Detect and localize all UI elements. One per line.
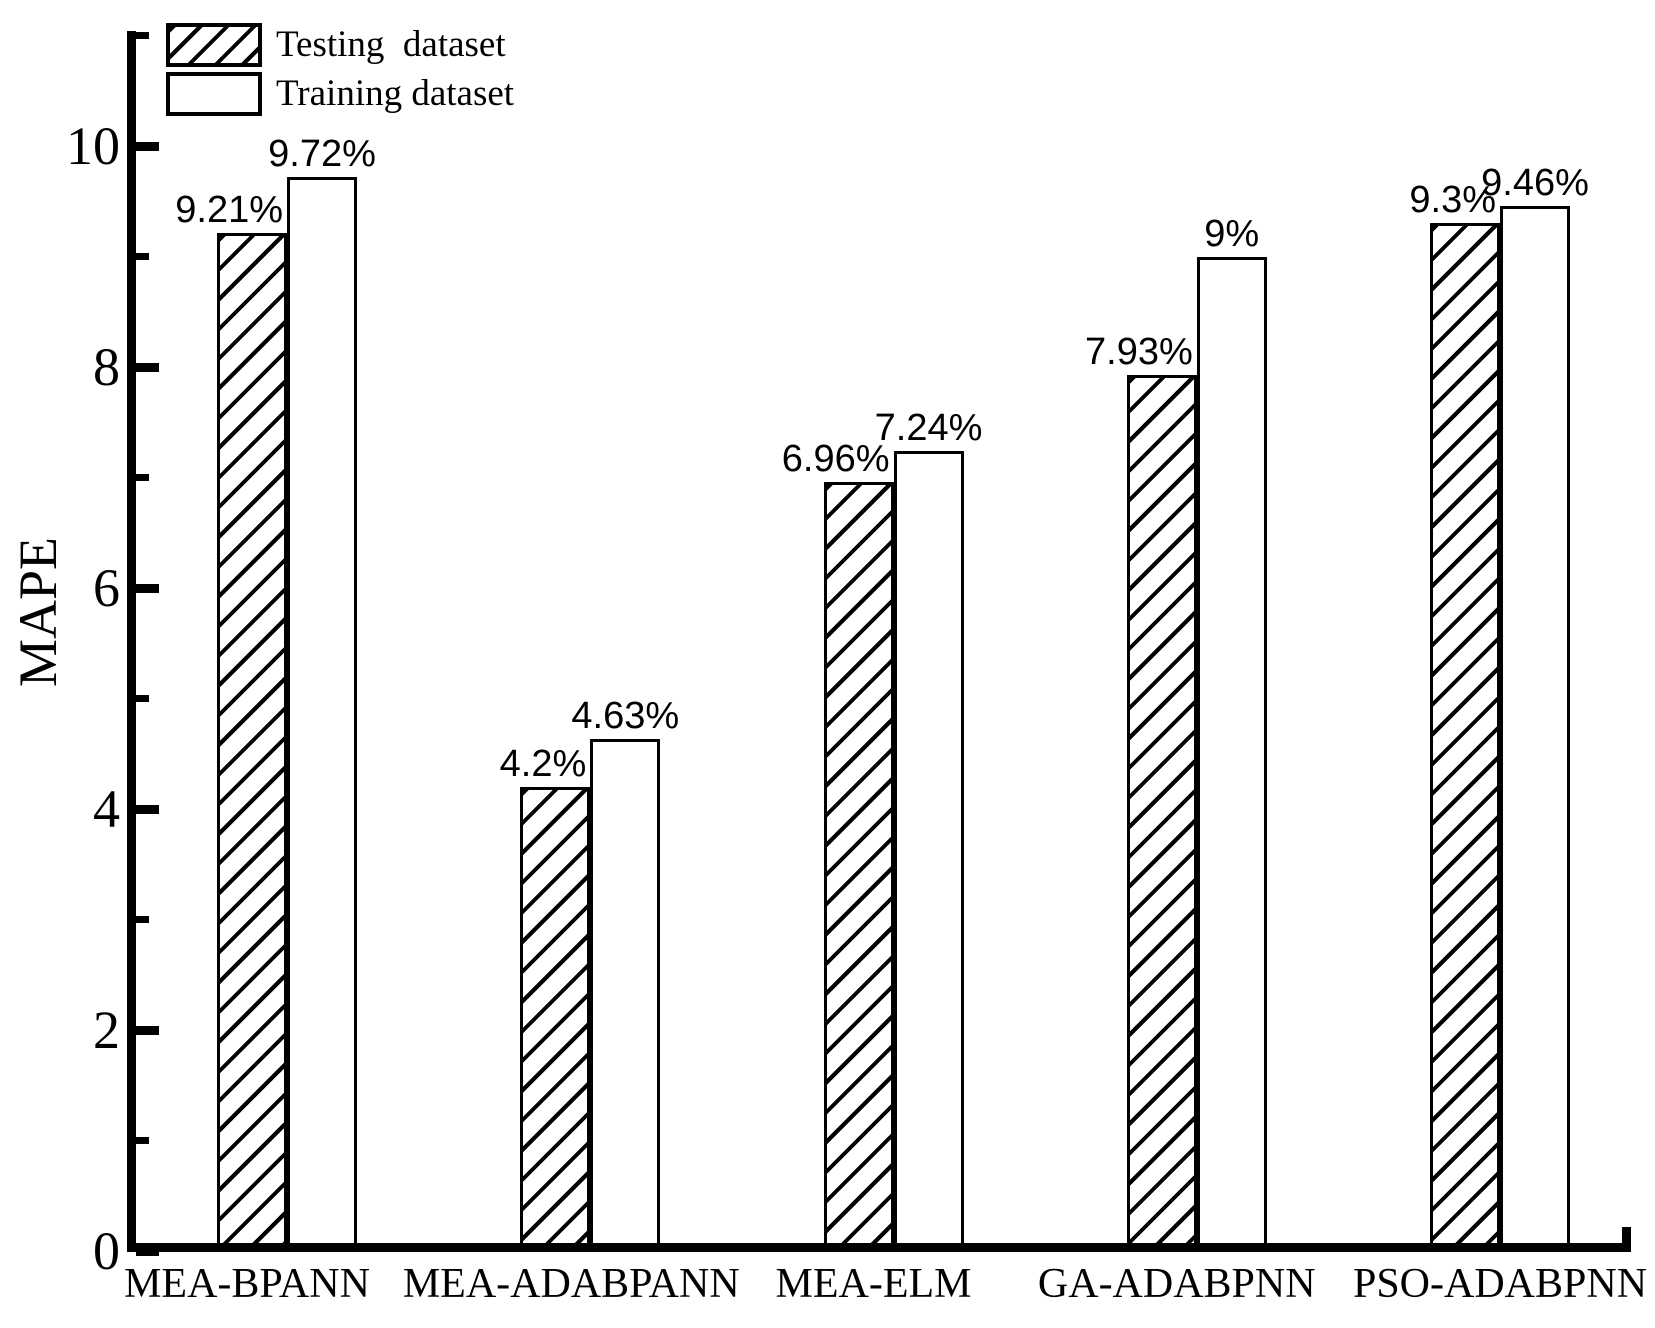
x-category-label-pso-adabpnn: PSO-ADABPNN [1352, 1261, 1648, 1307]
legend-label-training: Training dataset [276, 73, 515, 114]
bar-testing-mea-adabpann [520, 787, 591, 1247]
bar-value-label-testing: 9.21% [175, 189, 283, 231]
x-category-label-mea-elm: MEA-ELM [775, 1261, 972, 1307]
bar-value-label-training: 7.24% [874, 407, 983, 449]
y-major-tick [136, 141, 159, 151]
bar-training-ga-adabpnn [1196, 257, 1267, 1247]
x-category-label-mea-bpann: MEA-BPANN [124, 1261, 370, 1307]
bar-testing-mea-elm [823, 482, 894, 1247]
x-category-label-ga-adabpnn: GA-ADABPNN [1037, 1261, 1316, 1307]
bar-value-label-training: 9.72% [268, 133, 376, 175]
y-major-tick [136, 1025, 159, 1035]
legend-item-testing: Testing dataset [166, 23, 514, 67]
legend-swatch-training-plain [166, 72, 262, 116]
x-category-label-mea-adabpann: MEA-ADABPANN [402, 1261, 740, 1307]
legend-item-training: Training dataset [166, 72, 514, 116]
bar-training-mea-elm [893, 451, 964, 1247]
bar-value-label-training: 9% [1204, 213, 1260, 255]
bar-testing-pso-adabpnn [1430, 223, 1500, 1247]
y-tick-label: 2 [93, 1000, 120, 1060]
x-axis-end-tick [1622, 1227, 1631, 1243]
y-tick-label: 4 [93, 779, 120, 839]
x-axis-line [127, 1243, 1631, 1252]
bar-value-label-testing: 7.93% [1085, 331, 1193, 373]
y-major-tick [136, 1246, 159, 1256]
legend: Testing dataset Training dataset [166, 23, 514, 116]
bar-testing-ga-adabpnn [1126, 375, 1197, 1247]
y-minor-tick [136, 474, 149, 481]
bar-value-label-training: 4.63% [571, 695, 680, 737]
bar-testing-mea-bpann [217, 233, 287, 1247]
bar-training-mea-bpann [287, 177, 357, 1247]
bar-value-label-testing: 9.3% [1409, 179, 1496, 221]
y-minor-tick [136, 695, 149, 702]
y-tick-label: 6 [93, 558, 120, 618]
y-tick-label: 10 [66, 116, 120, 176]
bar-training-mea-adabpann [590, 739, 661, 1247]
y-minor-tick [136, 32, 149, 39]
y-axis-line [127, 31, 136, 1252]
bar-value-label-training: 9.46% [1481, 162, 1589, 204]
bar-value-label-testing: 4.2% [499, 743, 587, 785]
legend-label-testing: Testing dataset [276, 24, 506, 65]
y-tick-label: 8 [93, 337, 120, 397]
y-tick-label: 0 [93, 1221, 120, 1281]
y-minor-tick [136, 916, 149, 923]
legend-swatch-testing-hatched [166, 23, 262, 67]
y-minor-tick [136, 1137, 149, 1144]
bar-value-label-testing: 6.96% [781, 438, 890, 480]
y-minor-tick [136, 253, 149, 260]
bar-training-pso-adabpnn [1500, 206, 1570, 1247]
y-major-tick [136, 362, 159, 372]
y-major-tick [136, 583, 159, 593]
y-major-tick [136, 804, 159, 814]
